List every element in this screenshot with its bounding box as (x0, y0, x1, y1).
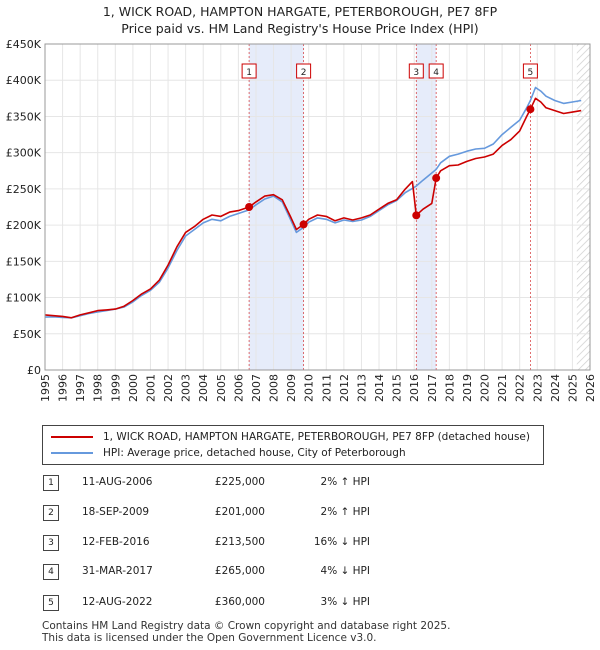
sale-label-text: 2 (301, 68, 307, 78)
sale-label-text: 1 (246, 68, 252, 78)
legend-item-hpi: HPI: Average price, detached house, City… (51, 445, 406, 461)
sale-hpi-diff: 2% ↑ HPI (320, 506, 370, 518)
sale-point (526, 105, 535, 114)
x-tick-label: 2024 (549, 374, 562, 402)
sale-price: £265,000 (214, 565, 265, 577)
sale-label-box (522, 63, 538, 79)
legend-item-property: 1, WICK ROAD, HAMPTON HARGATE, PETERBORO… (51, 429, 530, 445)
sale-price: £213,500 (214, 536, 265, 548)
x-tick-label: 2023 (531, 374, 544, 402)
x-tick-label: 2007 (250, 374, 263, 402)
x-tick-label: 2003 (180, 374, 193, 402)
legend-swatch-hpi (51, 452, 93, 454)
x-tick-label: 2006 (232, 374, 245, 402)
x-tick-label: 2016 (408, 374, 421, 402)
chart-title-line2: Price paid vs. HM Land Registry's House … (121, 21, 479, 36)
sale-hpi-diff: 16% ↓ HPI (313, 536, 370, 548)
x-tick-label: 1997 (74, 374, 87, 402)
x-tick-label: 2020 (479, 374, 492, 402)
y-tick-label: £0 (27, 364, 41, 377)
sale-row: 2 18-SEP-2009 £201,000 2% ↑ HPI (0, 503, 600, 525)
x-tick-label: 2013 (355, 374, 368, 402)
x-tick-label: 2010 (303, 374, 316, 402)
y-tick-label: £300K (6, 147, 42, 160)
sale-label-box (296, 63, 312, 79)
sale-label-text: 5 (528, 68, 534, 78)
sale-label-box (428, 63, 444, 79)
series-line-hpi (44, 86, 582, 319)
x-tick-label: 2004 (197, 374, 210, 402)
legend-swatch-property (51, 436, 93, 438)
chart-legend: 1, WICK ROAD, HAMPTON HARGATE, PETERBORO… (42, 425, 544, 465)
shaded-range (249, 44, 304, 370)
x-tick-label: 2014 (373, 374, 386, 402)
x-tick-label: 2026 (584, 374, 597, 402)
footer-copyright: Contains HM Land Registry data © Crown c… (42, 620, 451, 632)
x-tick-label: 2022 (514, 374, 527, 402)
x-tick-label: 2005 (215, 374, 228, 402)
chart-title-line1: 1, WICK ROAD, HAMPTON HARGATE, PETERBORO… (102, 4, 498, 19)
y-tick-label: £150K (6, 255, 42, 268)
y-tick-label: £450K (6, 38, 42, 51)
sale-hpi-diff: 3% ↓ HPI (320, 596, 370, 608)
price-chart: 1 2 3 4 5 £0 £50K £100K £150K £200K £250K £300K £35… (6, 38, 597, 402)
x-tick-label: 2008 (268, 374, 281, 402)
sale-number-badge: 1 (43, 475, 59, 491)
sale-row: 5 12-AUG-2022 £360,000 3% ↓ HPI (0, 593, 600, 615)
x-tick-label: 1998 (92, 374, 105, 402)
sale-label-box (408, 63, 424, 79)
sale-number-badge: 3 (43, 535, 59, 551)
legend-label-hpi: HPI: Average price, detached house, City… (103, 447, 406, 459)
y-tick-label: £400K (6, 74, 42, 87)
sale-hpi-diff: 2% ↑ HPI (320, 476, 370, 488)
x-tick-label: 2025 (566, 374, 579, 402)
y-tick-label: £200K (6, 219, 42, 232)
sale-row: 1 11-AUG-2006 £225,000 2% ↑ HPI (0, 473, 600, 495)
sale-date: 18-SEP-2009 (82, 506, 150, 518)
y-tick-label: £50K (13, 328, 42, 341)
sale-label-text: 3 (413, 68, 419, 78)
sale-point (412, 211, 421, 220)
x-tick-label: 2018 (443, 374, 456, 402)
y-tick-label: £100K (6, 292, 42, 305)
y-tick-label: £250K (6, 183, 42, 196)
sale-price: £201,000 (214, 506, 265, 518)
x-tick-label: 2021 (496, 374, 509, 402)
legend-label-property: 1, WICK ROAD, HAMPTON HARGATE, PETERBORO… (103, 431, 530, 443)
sale-row: 4 31-MAR-2017 £265,000 4% ↓ HPI (0, 562, 600, 584)
sale-date: 12-FEB-2016 (82, 536, 150, 548)
y-tick-label: £350K (6, 110, 42, 123)
x-tick-label: 2017 (426, 374, 439, 402)
footer-license: This data is licensed under the Open Gov… (42, 632, 377, 644)
sale-number-badge: 4 (43, 564, 59, 580)
x-tick-label: 2000 (127, 374, 140, 402)
sale-price: £360,000 (214, 596, 265, 608)
x-tick-label: 2009 (285, 374, 298, 402)
sale-number-badge: 5 (43, 595, 59, 611)
x-tick-label: 2011 (320, 374, 333, 402)
x-tick-label: 1996 (57, 374, 70, 402)
x-tick-label: 2012 (338, 374, 351, 402)
sale-row: 3 12-FEB-2016 £213,500 16% ↓ HPI (0, 533, 600, 555)
sale-hpi-diff: 4% ↓ HPI (320, 565, 370, 577)
x-tick-label: 2001 (144, 374, 157, 402)
sale-date: 11-AUG-2006 (82, 476, 153, 488)
sale-date: 31-MAR-2017 (82, 565, 153, 577)
x-tick-label: 2019 (461, 374, 474, 402)
series-line-property (44, 97, 582, 319)
x-tick-label: 1999 (109, 374, 122, 402)
plot-border (44, 43, 591, 371)
sale-label-box (241, 63, 257, 79)
sale-point (245, 203, 254, 211)
sale-point (299, 220, 308, 229)
future-hatch-region (576, 44, 590, 370)
x-tick-label: 2015 (391, 374, 404, 402)
sale-price: £225,000 (214, 476, 265, 488)
x-tick-label: 2002 (162, 374, 175, 402)
sale-label-text: 4 (433, 68, 439, 78)
sale-date: 12-AUG-2022 (82, 596, 153, 608)
sale-number-badge: 2 (43, 505, 59, 521)
x-tick-label: 1995 (39, 374, 52, 402)
sale-point (432, 174, 441, 183)
